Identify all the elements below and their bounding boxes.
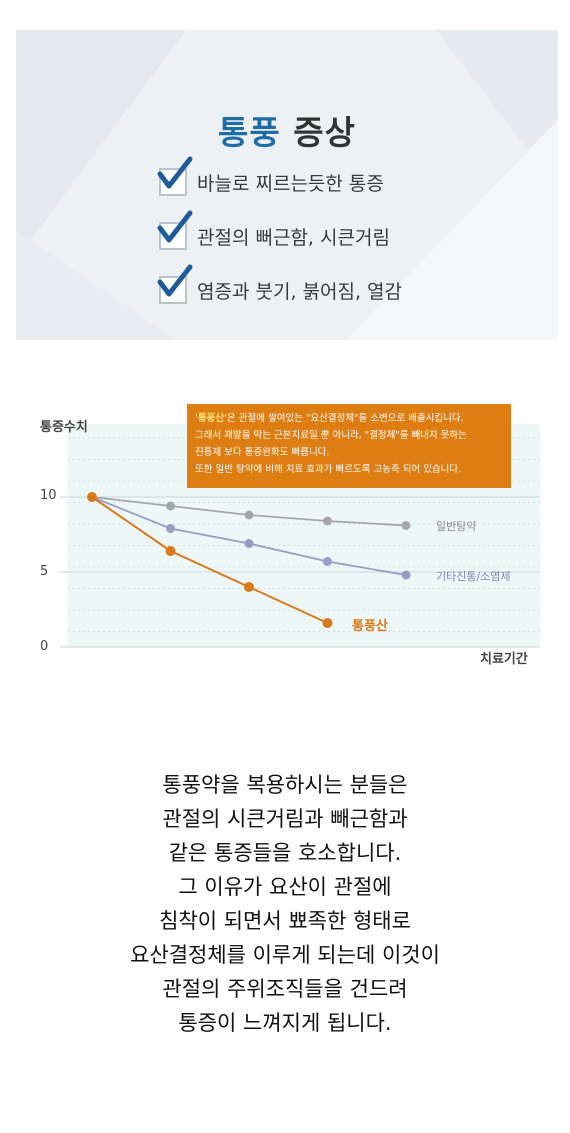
annotation-line: 그래서 재발을 막는 근본치료일 뿐 아니라, "결정체"를 빼내지 못하는: [195, 430, 467, 441]
title-highlight: 통풍: [218, 113, 281, 152]
series-label-painkiller: 기타진통/소염제: [436, 570, 511, 583]
annotation-line: 또한 일반 탕약에 비해 치료 효과가 빠르도록 고농축 되어 있습니다.: [195, 464, 462, 475]
symptom-item: 바늘로 찌르는듯한 통증: [157, 155, 402, 209]
symptom-label: 염증과 붓기, 붉어짐, 열감: [197, 280, 402, 303]
data-point: [166, 524, 175, 533]
symptom-label: 관절의 뻐근함, 시큰거림: [197, 226, 390, 249]
data-point: [244, 539, 254, 548]
annotation-line: 진통제 보다 통증완화도 빠릅니다.: [195, 447, 330, 458]
panel-background-facets: [16, 30, 558, 340]
data-point: [166, 501, 175, 511]
data-point: [323, 516, 332, 526]
paragraph-line: 통증이 느껴지게 됩니다.: [178, 1011, 392, 1035]
annotation-line: 은 관절에 쌓여있는 "요산결정체"를 소변으로 배출시킵니다.: [227, 413, 464, 424]
annotation-box: '통풍산'은 관절에 쌓여있는 "요산결정체"를 소변으로 배출시킵니다. 그래…: [187, 404, 511, 488]
y-tick-label: 0: [40, 639, 49, 654]
paragraph-line: 통풍약을 복용하시는 분들은: [162, 773, 408, 797]
paragraph-line: 관절의 시큰거림과 빼근함과: [162, 807, 408, 831]
paragraph-line: 요산결정체를 이루게 되는데 이것이: [130, 943, 440, 967]
data-point: [244, 582, 254, 592]
description-paragraph: 통풍약을 복용하시는 분들은 관절의 시큰거림과 빼근함과 같은 통증들을 호소…: [0, 768, 570, 1040]
data-point: [322, 618, 333, 628]
y-axis-label: 통증수치: [40, 420, 88, 435]
paragraph-line: 그 이유가 요산이 관절에: [178, 875, 392, 899]
data-point: [401, 521, 411, 530]
data-point: [323, 557, 332, 566]
symptom-item: 관절의 뻐근함, 시큰거림: [157, 209, 402, 263]
annotation-highlight: '통풍산': [195, 413, 228, 424]
symptom-list: 바늘로 찌르는듯한 통증 관절의 뻐근함, 시큰거림 염증과 붓기, 붉어짐, …: [157, 155, 402, 317]
paragraph-line: 같은 통증들을 호소합니다.: [168, 841, 402, 865]
paragraph-line: 관절의 주위조직들을 건드려: [162, 977, 408, 1001]
y-tick-label: 5: [40, 564, 49, 579]
symptom-label: 바늘로 찌르는듯한 통증: [197, 172, 384, 195]
paragraph-line: 침착이 되면서 뾰족한 형태로: [159, 909, 411, 933]
title-rest: 증상: [280, 113, 356, 152]
x-axis-label: 치료기간: [480, 652, 528, 667]
data-point: [401, 570, 411, 580]
y-tick-label: 10: [40, 488, 57, 503]
data-point: [165, 546, 176, 556]
data-point: [244, 510, 254, 520]
pain-chart: 통증수치 10 5 0 치료기간 '통풍산'은 관절에 쌓여있는 "요산결정체"…: [0, 380, 570, 690]
series-line: [91, 496, 328, 624]
checkbox-icon: [157, 264, 193, 304]
checkbox-icon: [157, 156, 193, 196]
checkbox-icon: [157, 210, 193, 250]
data-point: [87, 492, 97, 502]
symptoms-panel: 통풍 증상 바늘로 찌르는듯한 통증 관절의 뻐근함, 시큰거림 염증과 붓기,…: [16, 30, 558, 340]
page-title: 통풍 증상: [16, 106, 558, 154]
series-label-general: 일반탕약: [436, 520, 477, 533]
series-label-tongpungsan: 통풍산: [352, 619, 388, 634]
symptom-item: 염증과 붓기, 붉어짐, 열감: [157, 263, 402, 317]
